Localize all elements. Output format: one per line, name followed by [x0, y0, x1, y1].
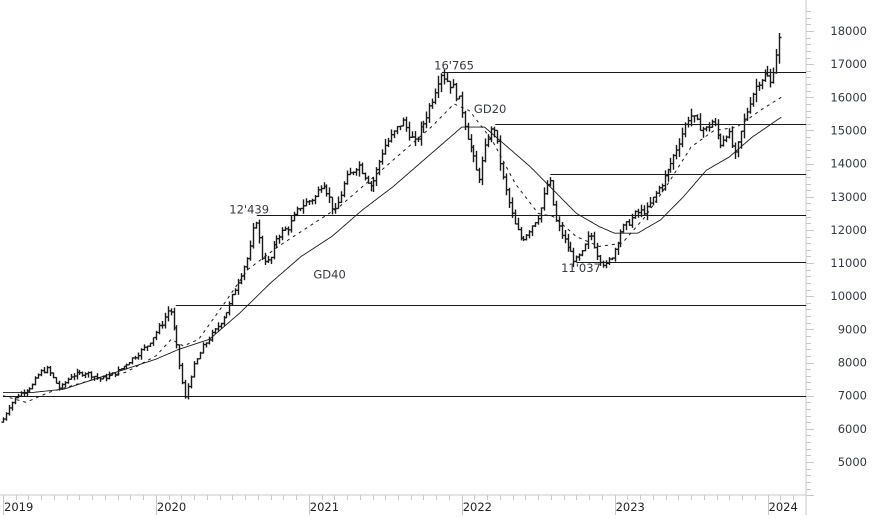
annotation-label: GD20: [474, 102, 506, 116]
y-tick-label: 5000: [838, 455, 867, 469]
y-tick-label: 12000: [830, 223, 867, 237]
y-tick-label: 13000: [830, 190, 867, 204]
gd40-line: [3, 116, 782, 393]
y-tick-label: 15000: [830, 123, 867, 137]
annotation-label: 16'765: [434, 58, 474, 72]
annotation-label: GD40: [313, 268, 345, 282]
annotations: 16'765 12'439 11'037 GD20 GD40: [229, 58, 601, 281]
x-tick-label: 2021: [310, 500, 339, 514]
y-tick-label: 14000: [830, 157, 867, 171]
x-tick-label: 2024: [769, 500, 798, 514]
x-tick-label: 2022: [463, 500, 492, 514]
gd20-line: [2, 96, 782, 403]
price-bars: [1, 33, 782, 423]
annotation-label: 11'037: [561, 261, 601, 275]
y-tick-label: 16000: [830, 90, 867, 104]
x-tick-label: 2023: [616, 500, 645, 514]
y-tick-label: 11000: [830, 256, 867, 270]
y-tick-label: 9000: [838, 322, 867, 336]
x-tick-label: 2019: [4, 500, 33, 514]
y-tick-label: 18000: [830, 24, 867, 38]
y-tick-label: 8000: [838, 356, 867, 370]
y-tick-label: 10000: [830, 289, 867, 303]
support-resistance-lines: [3, 72, 806, 397]
ohlc-bars: [1, 33, 782, 423]
x-tick-label: 2020: [157, 500, 186, 514]
y-tick-label: 6000: [838, 422, 867, 436]
y-tick-label: 7000: [838, 389, 867, 403]
annotation-label: 12'439: [229, 202, 269, 216]
y-tick-label: 17000: [830, 57, 867, 71]
moving-averages: [2, 96, 782, 403]
